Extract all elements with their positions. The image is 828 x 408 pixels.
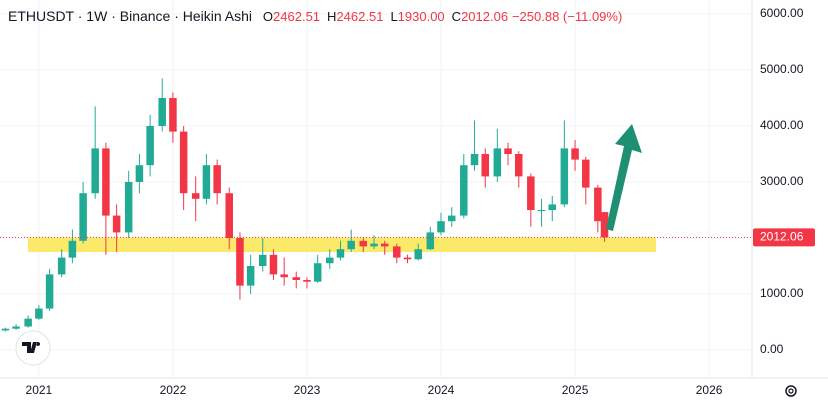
- y-tick-label: 5000.00: [760, 62, 804, 76]
- candle-body: [515, 154, 523, 177]
- candle-body: [336, 249, 345, 258]
- candle-body: [112, 215, 121, 233]
- ohlc-value: 2462.51: [336, 9, 384, 24]
- candle-body: [213, 165, 221, 194]
- candle-body: [447, 215, 456, 222]
- x-tick-label: 2024: [428, 383, 455, 397]
- candle-body: [393, 246, 401, 258]
- x-tick-label: 2022: [160, 383, 187, 397]
- candle-body: [600, 212, 609, 238]
- candle-body: [359, 240, 368, 247]
- candle-body: [437, 221, 445, 233]
- candle-body: [124, 182, 133, 233]
- candle-body: [102, 148, 110, 216]
- y-tick-label: 3000.00: [760, 174, 804, 188]
- candle-body: [370, 243, 378, 247]
- candle-body: [269, 254, 278, 275]
- candle-body: [35, 308, 43, 319]
- candle-body: [460, 165, 468, 216]
- x-tick-label: 2025: [562, 383, 589, 397]
- change-text: −250.88 (−11.09%): [511, 9, 623, 24]
- x-tick-label: 2026: [696, 383, 723, 397]
- x-tick-label: 2023: [294, 383, 321, 397]
- tv-logo: [15, 330, 51, 366]
- candle-body: [158, 98, 166, 126]
- ohlc-key: L: [390, 9, 398, 24]
- candle-body: [380, 243, 389, 247]
- candle-body: [169, 98, 177, 132]
- candle-body: [24, 318, 32, 327]
- candle-body: [481, 154, 490, 177]
- x-tick-label: 2021: [26, 383, 53, 397]
- ohlc-value: 2462.51: [273, 9, 321, 24]
- candle-body: [326, 257, 334, 264]
- y-tick-label: 0.00: [760, 342, 784, 356]
- candle-body: [470, 154, 479, 166]
- y-tick-label: 4000.00: [760, 118, 804, 132]
- candle-body: [403, 257, 412, 260]
- candle-body: [225, 193, 233, 238]
- candle-body: [202, 165, 211, 199]
- candle-body: [91, 148, 99, 194]
- candle-body: [527, 176, 535, 210]
- settings-icon[interactable]: [785, 385, 797, 397]
- candle-body: [12, 326, 20, 329]
- y-tick-label: 1000.00: [760, 286, 804, 300]
- last-price-label: 2012.06: [760, 229, 804, 243]
- candle-body: [1, 328, 10, 331]
- candle-body: [560, 148, 569, 205]
- candle-body: [548, 204, 557, 210]
- candle-body: [179, 131, 188, 194]
- ohlc-value: 2012.06: [461, 9, 509, 24]
- candle-body: [236, 238, 244, 286]
- legend-header: ETHUSDT · 1W · Binance · Heikin Ashi O24…: [8, 8, 622, 24]
- candle-body: [504, 148, 512, 154]
- candle-body: [582, 159, 590, 188]
- ohlc-key: C: [451, 9, 462, 24]
- candle-body: [135, 165, 144, 182]
- candle-body: [303, 280, 311, 282]
- candle-body: [347, 240, 355, 250]
- last-price-box: [753, 228, 815, 247]
- candle-body: [68, 240, 77, 258]
- candle-body: [571, 148, 579, 160]
- candle-body: [45, 274, 54, 309]
- candle-body: [537, 210, 546, 211]
- ohlc-key: H: [327, 9, 337, 24]
- candle-body: [57, 257, 66, 275]
- candle-body: [146, 126, 154, 166]
- candle-body: [258, 254, 267, 266]
- candle-body: [246, 266, 255, 286]
- candle-body: [313, 263, 322, 282]
- candle-body: [280, 274, 288, 278]
- ohlc-value: 1930.00: [397, 9, 445, 24]
- candle-body: [191, 193, 200, 199]
- candle-body: [414, 249, 422, 260]
- candle-body: [493, 148, 502, 177]
- support-zone: [28, 237, 656, 252]
- candle-body: [292, 277, 300, 280]
- candle-body: [79, 193, 87, 241]
- up-arrow: [606, 124, 642, 231]
- ohlc-key: O: [262, 9, 274, 24]
- candle-body: [594, 187, 602, 222]
- candle-body: [426, 232, 435, 250]
- y-tick-label: 6000.00: [760, 6, 804, 20]
- symbol-title: ETHUSDT · 1W · Binance · Heikin Ashi: [8, 8, 253, 24]
